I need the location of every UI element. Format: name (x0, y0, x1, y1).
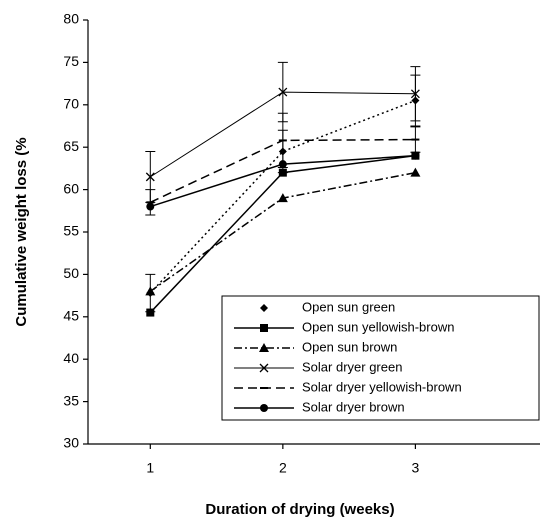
marker (259, 363, 269, 373)
y-axis-label: Cumulative weight loss (% (13, 137, 30, 326)
legend-label: Solar dryer green (302, 359, 402, 374)
y-tick-label: 70 (63, 96, 79, 112)
marker (259, 343, 269, 352)
y-tick-label: 40 (63, 350, 79, 366)
x-tick-label: 3 (412, 460, 420, 476)
y-tick-label: 35 (63, 392, 79, 408)
legend-label: Solar dryer yellowish-brown (302, 379, 462, 394)
y-tick-label: 55 (63, 223, 79, 239)
y-tick-label: 80 (63, 11, 79, 27)
y-tick-label: 45 (63, 308, 79, 324)
y-tick-label: 30 (63, 435, 79, 451)
legend: Open sun green Open sun yellowish-brown Op… (221, 295, 540, 421)
marker (145, 172, 155, 182)
legend-label: Open sun yellowish-brown (302, 319, 454, 334)
marker (260, 324, 268, 332)
legend-box (221, 295, 540, 421)
marker (146, 202, 155, 211)
marker (278, 168, 287, 177)
y-tick-label: 50 (63, 265, 79, 281)
x-tick-label: 1 (146, 460, 154, 476)
series-line (149, 154, 416, 314)
marker (145, 286, 156, 296)
y-tick-label: 60 (63, 180, 79, 196)
marker (411, 151, 420, 160)
series-line (149, 171, 416, 292)
legend-label: Solar dryer brown (302, 399, 405, 414)
marker (260, 404, 268, 412)
marker (277, 193, 288, 203)
marker (278, 160, 287, 169)
legend-label: Open sun brown (302, 339, 397, 354)
x-axis-label: Duration of drying (weeks) (205, 501, 394, 518)
marker (410, 89, 420, 99)
y-tick-label: 65 (63, 138, 79, 154)
y-tick-label: 75 (63, 53, 79, 69)
marker (260, 304, 268, 312)
x-tick-label: 2 (279, 460, 287, 476)
marker (410, 167, 421, 177)
marker (146, 308, 155, 317)
legend-label: Open sun green (302, 299, 395, 314)
marker (278, 87, 288, 97)
